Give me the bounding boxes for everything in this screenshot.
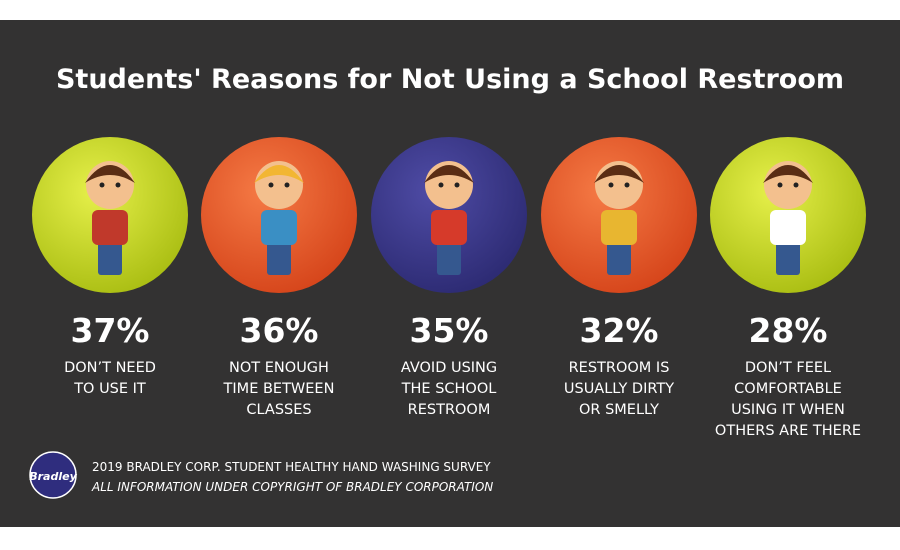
figure-body — [601, 210, 637, 245]
item: 36% NOT ENOUGH TIME BETWEEN CLASSES — [201, 137, 357, 418]
figure-legs — [607, 240, 631, 275]
figure-legs — [776, 240, 800, 275]
percent: 32% — [580, 311, 659, 350]
figure-hair — [85, 165, 135, 183]
reason-line: THE SCHOOL — [401, 381, 497, 397]
figure-hair — [763, 165, 813, 183]
figure-eye — [99, 182, 105, 188]
percent: 36% — [240, 311, 319, 350]
footer: Bradley 2019 BRADLEY CORP. STUDENT HEALT… — [29, 451, 493, 499]
reason-line: DON’T FEEL — [745, 360, 831, 376]
reason-line: RESTROOM IS — [569, 360, 670, 376]
reason-line: AVOID USING — [401, 360, 497, 376]
percent: 28% — [749, 311, 828, 350]
reason-line: OTHERS ARE THERE — [715, 423, 861, 439]
reason-line: TIME BETWEEN — [223, 381, 335, 397]
figure-legs — [267, 240, 291, 275]
figure-eye — [624, 182, 630, 188]
survey-note: 2019 BRADLEY CORP. STUDENT HEALTHY HAND … — [92, 460, 491, 474]
reason-line: USUALLY DIRTY — [564, 381, 674, 397]
figure-body — [431, 210, 467, 245]
copyright-note: ALL INFORMATION UNDER COPYRIGHT OF BRADL… — [91, 480, 493, 494]
reason-line: USING IT WHEN — [731, 402, 845, 418]
logo-text: Bradley — [29, 470, 77, 483]
reason-line: TO USE IT — [73, 381, 146, 397]
percent: 37% — [71, 311, 150, 350]
percent: 35% — [410, 311, 489, 350]
figure-eye — [608, 182, 614, 188]
reason-line: OR SMELLY — [579, 402, 659, 418]
figure-hair — [594, 165, 644, 183]
figure-eye — [268, 182, 274, 188]
reason-line: CLASSES — [246, 402, 311, 418]
logo-badge — [29, 451, 77, 499]
figure-eye — [454, 182, 460, 188]
item: 28% DON’T FEEL COMFORTABLE USING IT WHEN OTH… — [710, 137, 866, 439]
figure-eye — [284, 182, 290, 188]
item: 35% AVOID USING THE SCHOOL RESTROOM — [371, 137, 527, 418]
reason-line: DON’T NEED — [64, 360, 156, 376]
figure-hair — [424, 165, 474, 183]
figure-eye — [115, 182, 121, 188]
item: 32% RESTROOM IS USUALLY DIRTY OR SMELLY — [541, 137, 697, 418]
item: 37% DON’T NEED TO USE IT — [32, 137, 188, 397]
figure-eye — [438, 182, 444, 188]
items: 37% DON’T NEED TO USE IT 36% NOT ENOUGH TIME … — [32, 137, 866, 439]
reason-line: RESTROOM — [408, 402, 491, 418]
figure-legs — [437, 240, 461, 275]
figure-hair — [254, 165, 304, 183]
figure-eye — [777, 182, 783, 188]
reason-line: NOT ENOUGH — [229, 360, 329, 376]
figure-body — [770, 210, 806, 245]
figure-eye — [793, 182, 799, 188]
figure-body — [261, 210, 297, 245]
figure-legs — [98, 240, 122, 275]
title: Students' Reasons for Not Using a School… — [56, 64, 844, 95]
reason-line: COMFORTABLE — [734, 381, 842, 397]
figure-body — [92, 210, 128, 245]
